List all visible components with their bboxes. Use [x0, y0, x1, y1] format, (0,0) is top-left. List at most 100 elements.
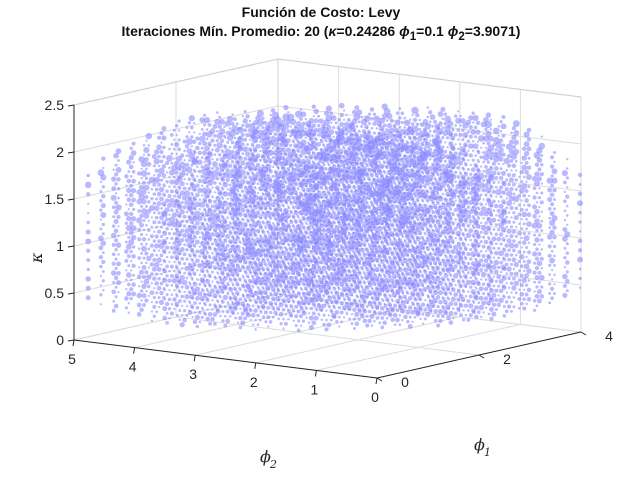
data-point: [222, 294, 228, 301]
data-point: [370, 154, 374, 159]
data-point: [159, 196, 164, 202]
data-point: [540, 191, 544, 195]
data-point: [548, 226, 551, 229]
data-point: [512, 296, 516, 299]
data-point: [377, 301, 382, 306]
data-point: [292, 272, 295, 275]
data-point: [125, 287, 128, 291]
data-point: [510, 131, 513, 135]
data-point: [473, 229, 480, 236]
data-point: [479, 267, 484, 273]
data-point: [322, 220, 326, 223]
data-point: [248, 119, 252, 123]
data-point: [178, 161, 186, 169]
data-point: [200, 174, 205, 179]
data-point: [406, 273, 410, 277]
data-point: [265, 163, 272, 170]
data-point: [294, 154, 298, 158]
data-point: [501, 133, 506, 138]
data-point: [308, 137, 314, 142]
data-point: [520, 199, 523, 202]
data-point: [498, 250, 504, 257]
data-point: [348, 207, 356, 214]
data-point: [165, 283, 169, 287]
data-point: [483, 230, 489, 236]
data-point: [282, 205, 285, 208]
data-point: [142, 228, 146, 232]
data-point: [252, 285, 255, 289]
data-point: [297, 216, 300, 219]
data-point: [194, 201, 201, 208]
data-point: [362, 149, 367, 154]
data-point: [264, 245, 268, 248]
data-point: [392, 303, 398, 309]
data-point: [449, 246, 453, 249]
data-point: [489, 316, 494, 321]
data-point: [403, 116, 407, 120]
data-point: [152, 276, 157, 281]
data-point: [354, 105, 360, 111]
data-point: [278, 123, 285, 130]
data-point: [435, 247, 442, 254]
data-point: [473, 295, 479, 301]
data-point: [129, 296, 133, 301]
data-point: [268, 320, 273, 324]
data-point: [421, 294, 425, 297]
data-point: [469, 163, 472, 167]
data-point: [172, 175, 176, 179]
data-point: [459, 124, 462, 127]
data-point: [518, 188, 525, 194]
data-point: [446, 174, 451, 180]
data-point: [508, 139, 515, 145]
data-point: [282, 123, 290, 130]
data-point: [171, 212, 177, 218]
data-point: [199, 201, 206, 208]
data-point: [193, 311, 197, 314]
data-point: [540, 266, 544, 270]
data-point: [352, 147, 357, 153]
data-point: [452, 204, 455, 207]
data-point: [513, 280, 519, 287]
data-point: [492, 284, 496, 288]
data-point: [493, 166, 499, 171]
data-point: [454, 199, 457, 202]
data-point: [307, 321, 311, 324]
data-point: [464, 313, 468, 317]
data-point: [367, 215, 373, 220]
data-point: [352, 195, 357, 199]
data-point: [113, 228, 119, 234]
data-point: [396, 142, 404, 150]
data-point: [377, 132, 383, 138]
data-point: [180, 285, 184, 289]
data-point: [434, 244, 438, 247]
data-point: [207, 199, 213, 204]
data-point: [532, 214, 537, 219]
data-point: [266, 305, 271, 310]
data-point: [228, 145, 232, 149]
data-point: [497, 200, 500, 203]
data-point: [565, 260, 570, 265]
data-point: [398, 107, 402, 110]
data-point: [375, 155, 380, 161]
data-point: [101, 279, 105, 283]
data-point: [152, 248, 156, 253]
data-point: [165, 180, 169, 184]
data-point: [475, 120, 481, 126]
data-point: [512, 239, 516, 243]
data-point: [297, 169, 300, 172]
data-point: [553, 273, 556, 276]
data-point: [383, 133, 386, 136]
data-point: [335, 320, 339, 324]
data-point: [111, 261, 116, 266]
data-point: [396, 189, 404, 197]
data-point: [391, 271, 394, 275]
data-point: [522, 260, 526, 263]
data-point: [507, 286, 511, 289]
data-point: [98, 254, 104, 260]
data-point: [224, 136, 227, 139]
data-point: [226, 140, 230, 144]
data-point: [504, 187, 509, 192]
data-point: [217, 124, 222, 129]
data-point: [482, 160, 485, 164]
